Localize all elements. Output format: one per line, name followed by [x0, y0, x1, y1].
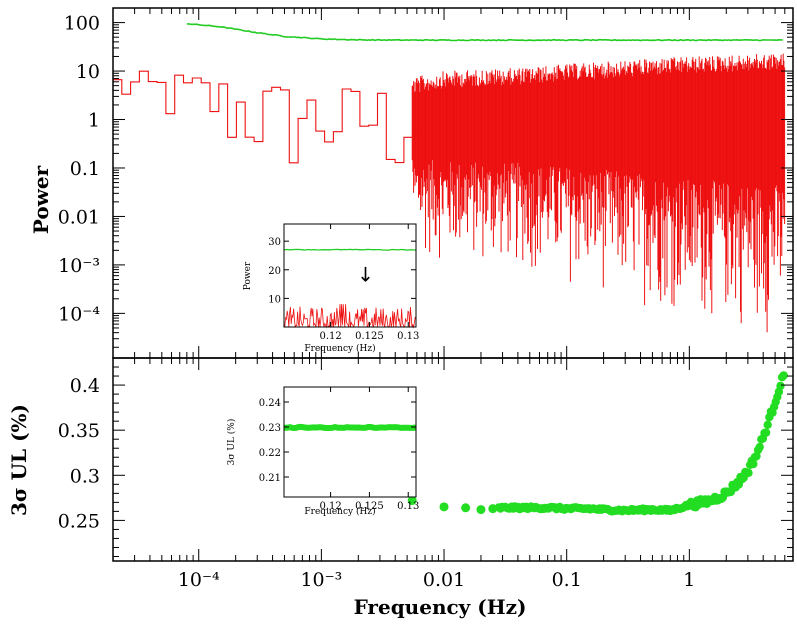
ul-panel-frame [112, 357, 794, 562]
ul-inset-ticks [284, 387, 416, 497]
power-inset-spectrum-line [283, 304, 416, 329]
ul-data-point [755, 442, 764, 452]
ul-inset-background [284, 387, 416, 497]
power-spectrum-line [113, 70, 422, 164]
x-tick-label: 0.1 [552, 569, 582, 591]
power-y-tick-label: 0.1 [70, 158, 100, 180]
x-tick-label: 1 [683, 569, 695, 591]
ul-y-tick-label: 0.25 [58, 510, 100, 532]
ul-data-point [763, 420, 772, 429]
ul-data-point [761, 428, 771, 437]
power-inset-x-tick-label: 0.125 [355, 331, 384, 342]
ul-inset-y-tick-label: 0.23 [259, 423, 281, 434]
power-y-axis-title: Power [29, 165, 53, 234]
ul-inset-x-axis-title: Frequency (Hz) [304, 506, 375, 517]
ul-data-point [744, 468, 753, 478]
x-tick-label: 0.01 [423, 569, 465, 591]
power-inset-background [284, 224, 416, 327]
threshold-series-line [186, 23, 783, 42]
ul-inset-frame [283, 386, 417, 498]
power-inset-frame [283, 223, 417, 328]
power-inset-x-axis-title: Frequency (Hz) [304, 343, 375, 354]
x-tick-label: 10⁻³ [300, 569, 342, 591]
ul-inset-y-tick-label: 0.24 [259, 398, 281, 409]
ul-data-point [407, 496, 417, 506]
ul-y-axis-title: 3σ UL (%) [7, 404, 31, 516]
power-inset-ticks [284, 224, 416, 327]
power-panel-ticks [112, 7, 794, 358]
ul-series-points [407, 371, 788, 516]
ul-data-point [461, 503, 471, 513]
ul-panel: 0.4 0.35 0.3 0.25 10⁻⁴ 10⁻³ 0.01 0.1 1 3… [7, 357, 794, 619]
power-inset: 0.12 0.125 0.13 10 20 30 Frequency (Hz) … [243, 223, 419, 354]
power-inset-y-tick-label: 20 [268, 266, 281, 277]
ul-inset-x-tick-label: 0.125 [355, 501, 384, 512]
power-y-tick-label: 10⁻³ [58, 255, 100, 277]
ul-data-point [779, 371, 788, 380]
power-inset-y-tick-label: 10 [268, 294, 281, 305]
ul-inset-level-line [283, 423, 417, 432]
ul-data-point [476, 505, 486, 515]
power-inset-y-axis-title: Power [243, 261, 253, 290]
power-y-tick-label: 0.01 [58, 206, 100, 228]
power-inset-y-tick-label: 30 [268, 237, 281, 248]
x-tick-label: 10⁻⁴ [178, 569, 220, 591]
power-inset-x-tick-label: 0.12 [319, 331, 341, 342]
power-inset-x-tick-label: 0.13 [397, 331, 419, 342]
ul-inset-x-tick-label: 0.12 [319, 501, 341, 512]
ul-panel-ticks [112, 358, 794, 561]
ul-y-tick-label: 0.35 [58, 420, 100, 442]
ul-inset-y-axis-title: 3σ UL (%) [226, 419, 237, 466]
x-axis-title: Frequency (Hz) [354, 595, 527, 619]
ul-data-point [439, 502, 449, 512]
ul-inset-y-tick-label: 0.22 [259, 448, 281, 459]
ul-inset-x-tick-label: 0.13 [397, 501, 419, 512]
ul-inset-y-tick-label: 0.21 [259, 473, 281, 484]
power-y-tick-label: 1 [88, 110, 100, 132]
ul-y-tick-label: 0.4 [70, 375, 100, 397]
ul-data-point [749, 459, 758, 469]
power-y-tick-label: 10 [76, 61, 100, 83]
power-y-tick-label: 10⁻⁴ [58, 303, 100, 325]
ul-y-tick-label: 0.3 [70, 465, 100, 487]
power-inset-threshold-line [283, 248, 417, 251]
ul-inset: 0.12 0.125 0.13 0.24 0.23 0.22 0.21 Freq… [226, 386, 419, 517]
power-panel: 100 10 1 0.1 0.01 10⁻³ 10⁻⁴ Power 0.12 0… [29, 7, 794, 359]
ul-y-tick-labels: 0.4 0.35 0.3 0.25 [58, 375, 100, 532]
power-spectrum-series [113, 53, 786, 333]
power-y-tick-labels: 100 10 1 0.1 0.01 10⁻³ 10⁻⁴ [58, 13, 101, 326]
power-y-tick-label: 100 [64, 13, 100, 35]
down-arrow-icon: ↓ [357, 263, 374, 287]
x-tick-labels: 10⁻⁴ 10⁻³ 0.01 0.1 1 [178, 569, 696, 591]
ul-data-point [776, 381, 785, 391]
